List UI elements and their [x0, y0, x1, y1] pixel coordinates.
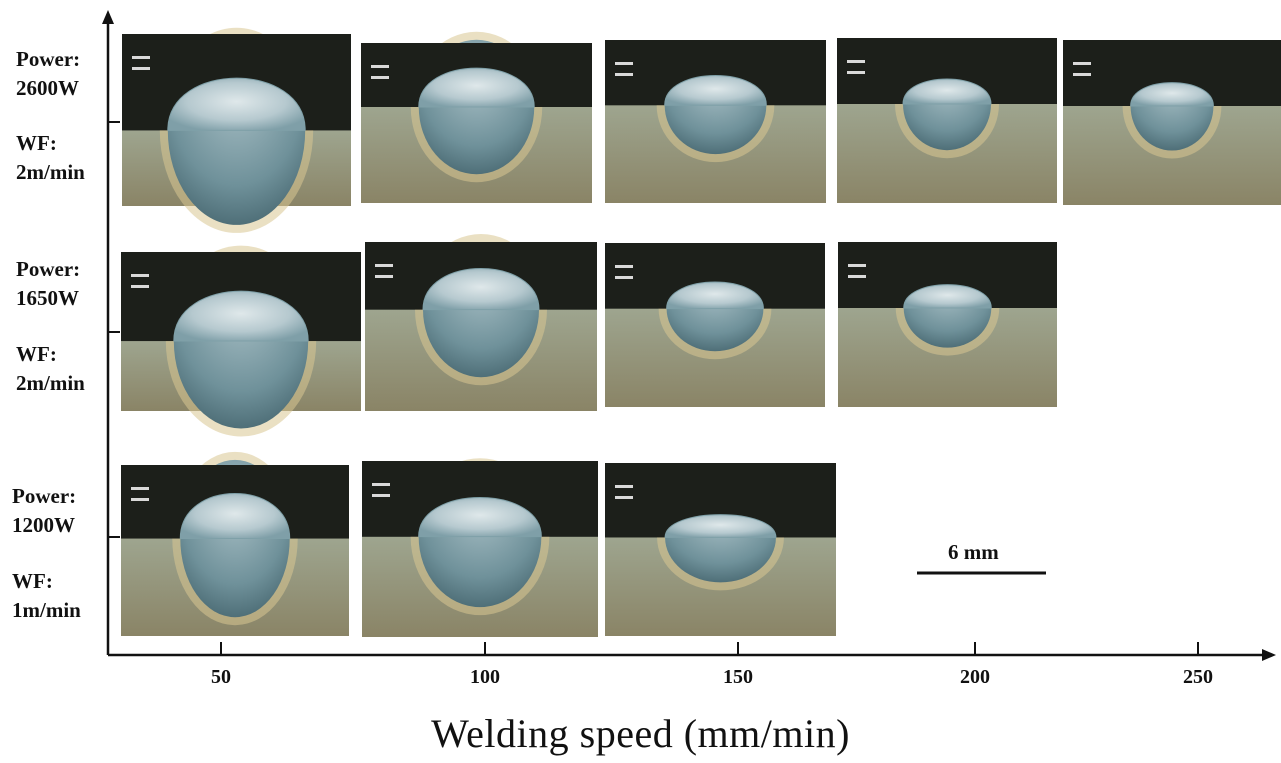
micrograph-r1-c4 — [837, 38, 1057, 203]
micrograph-r2-c1 — [121, 245, 361, 437]
micrograph-r2-c3 — [605, 243, 825, 407]
x-tick-label-200: 200 — [960, 666, 990, 688]
x-tick-label-250: 250 — [1183, 666, 1213, 688]
x-tick-label-150: 150 — [723, 666, 753, 688]
scale-bar-label: 6 mm — [948, 540, 999, 564]
micrograph-r3-c1 — [121, 451, 349, 636]
y-axis-arrow-icon — [102, 10, 114, 24]
x-axis-arrow-icon — [1262, 649, 1276, 661]
row-2-power-label: Power: 1650W — [16, 257, 81, 310]
row-3-wf-label: WF: 1m/min — [12, 569, 81, 622]
x-tick-label-100: 100 — [470, 666, 500, 688]
axes — [102, 10, 1276, 661]
row-1-wf-label: WF: 2m/min — [16, 131, 85, 184]
micrograph-r3-c2 — [362, 458, 598, 637]
micrograph-r1-c5 — [1063, 40, 1281, 205]
micrograph-r3-c3 — [605, 463, 836, 636]
micrograph-r1-c1 — [122, 27, 351, 233]
micrograph-r2-c4 — [838, 242, 1057, 407]
row-2-wf-label: WF: 2m/min — [16, 342, 85, 395]
micrograph-r2-c2 — [365, 234, 597, 411]
micrograph-r1-c3 — [605, 40, 826, 203]
row-1-power-label: Power: 2600W — [16, 47, 81, 100]
x-tick-label-50: 50 — [211, 666, 231, 688]
panels — [121, 27, 1281, 637]
micrograph-r1-c2 — [361, 31, 592, 203]
row-3-power-label: Power: 1200W — [12, 484, 77, 537]
x-axis-title: Welding speed (mm/min) — [431, 711, 850, 756]
